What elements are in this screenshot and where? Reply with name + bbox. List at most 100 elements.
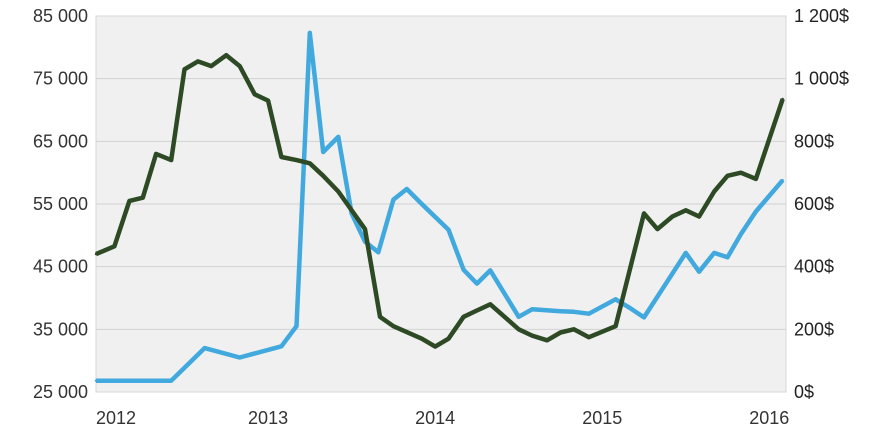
data-point: [170, 379, 173, 382]
x-tick-label: 2016: [749, 408, 789, 428]
y-left-tick-label: 75 000: [33, 69, 88, 89]
data-point: [210, 64, 213, 68]
y-left-tick-label: 45 000: [33, 257, 88, 277]
data-point: [94, 252, 98, 256]
data-point: [656, 227, 659, 231]
data-point: [754, 177, 758, 181]
y-right-tick-label: 800$: [794, 131, 834, 151]
data-point: [781, 97, 784, 101]
data-point: [489, 269, 492, 272]
data-point: [517, 315, 520, 318]
data-point: [726, 256, 729, 259]
y-left-tick-label: 65 000: [33, 131, 88, 151]
data-point: [614, 298, 617, 301]
data-point: [295, 158, 298, 162]
y-right-tick-label: 200$: [794, 319, 834, 339]
data-point: [697, 215, 701, 218]
data-point: [726, 174, 729, 177]
data-point: [308, 162, 311, 165]
data-point: [238, 64, 241, 68]
data-point: [392, 325, 395, 328]
data-point: [781, 179, 784, 182]
data-point: [128, 199, 131, 203]
data-point: [627, 271, 631, 275]
x-tick-label: 2012: [96, 408, 136, 428]
data-point: [713, 251, 716, 255]
data-point: [587, 336, 591, 339]
data-point: [530, 308, 534, 311]
data-point: [308, 31, 311, 35]
data-point: [462, 315, 465, 318]
data-point: [642, 316, 646, 319]
y-left-tick-label: 55 000: [33, 194, 88, 214]
x-tick-label: 2015: [582, 408, 622, 428]
data-point: [183, 68, 186, 71]
data-point: [559, 331, 562, 334]
data-point: [280, 155, 283, 159]
x-tick-label: 2013: [248, 408, 288, 428]
data-point: [203, 346, 206, 350]
data-point: [572, 328, 575, 331]
y-left-tick-label: 85 000: [33, 6, 88, 26]
data-point: [684, 209, 687, 212]
data-point: [337, 190, 340, 193]
gridlines: [96, 78, 786, 330]
y-left-tick-label: 25 000: [33, 382, 88, 402]
data-point: [447, 337, 450, 340]
data-point: [462, 268, 465, 271]
data-point: [295, 325, 298, 328]
data-point: [572, 310, 575, 313]
data-point: [642, 212, 646, 215]
data-point: [475, 309, 479, 312]
data-point: [113, 245, 116, 248]
data-point: [322, 150, 325, 154]
data-point: [392, 198, 395, 201]
data-point: [684, 251, 687, 255]
data-point: [337, 135, 340, 139]
y-right-tick-label: 600$: [794, 194, 834, 214]
data-point: [697, 270, 701, 273]
data-point: [754, 210, 758, 213]
data-point: [420, 202, 423, 206]
data-point: [94, 379, 98, 382]
data-point: [475, 282, 479, 285]
data-point: [363, 227, 367, 231]
data-point: [434, 345, 437, 348]
data-point: [238, 356, 241, 359]
data-point: [517, 328, 520, 331]
data-point: [225, 54, 228, 57]
data-point: [154, 152, 158, 156]
data-point: [447, 228, 450, 231]
data-point: [559, 310, 562, 313]
x-tick-label: 2014: [415, 408, 455, 428]
data-point: [713, 190, 716, 193]
data-point: [378, 315, 382, 318]
data-point: [587, 312, 591, 315]
data-point: [170, 158, 173, 162]
series-lines: [94, 30, 785, 383]
data-point: [739, 232, 743, 236]
y-right-tick-label: 400$: [794, 257, 834, 277]
data-point: [627, 306, 631, 309]
data-point: [420, 337, 423, 340]
data-point: [739, 171, 743, 174]
data-point: [545, 339, 549, 342]
data-point: [322, 174, 325, 177]
data-point: [266, 99, 270, 102]
data-point: [405, 187, 408, 191]
series-line-left-axis: [96, 30, 785, 383]
data-point: [377, 251, 380, 254]
data-point: [141, 196, 144, 199]
data-point: [489, 303, 492, 306]
axes: 25 000 35 000 45 000 55 000 65 000 75 000 85 0…: [33, 6, 849, 428]
data-point: [196, 60, 200, 63]
data-point: [671, 215, 674, 218]
data-point: [614, 325, 617, 328]
data-point: [253, 93, 256, 96]
data-point: [280, 345, 283, 348]
y-right-tick-label: 1 000$: [794, 69, 849, 89]
y-right-tick-label: 1 200$: [794, 6, 849, 26]
data-point: [530, 334, 534, 337]
